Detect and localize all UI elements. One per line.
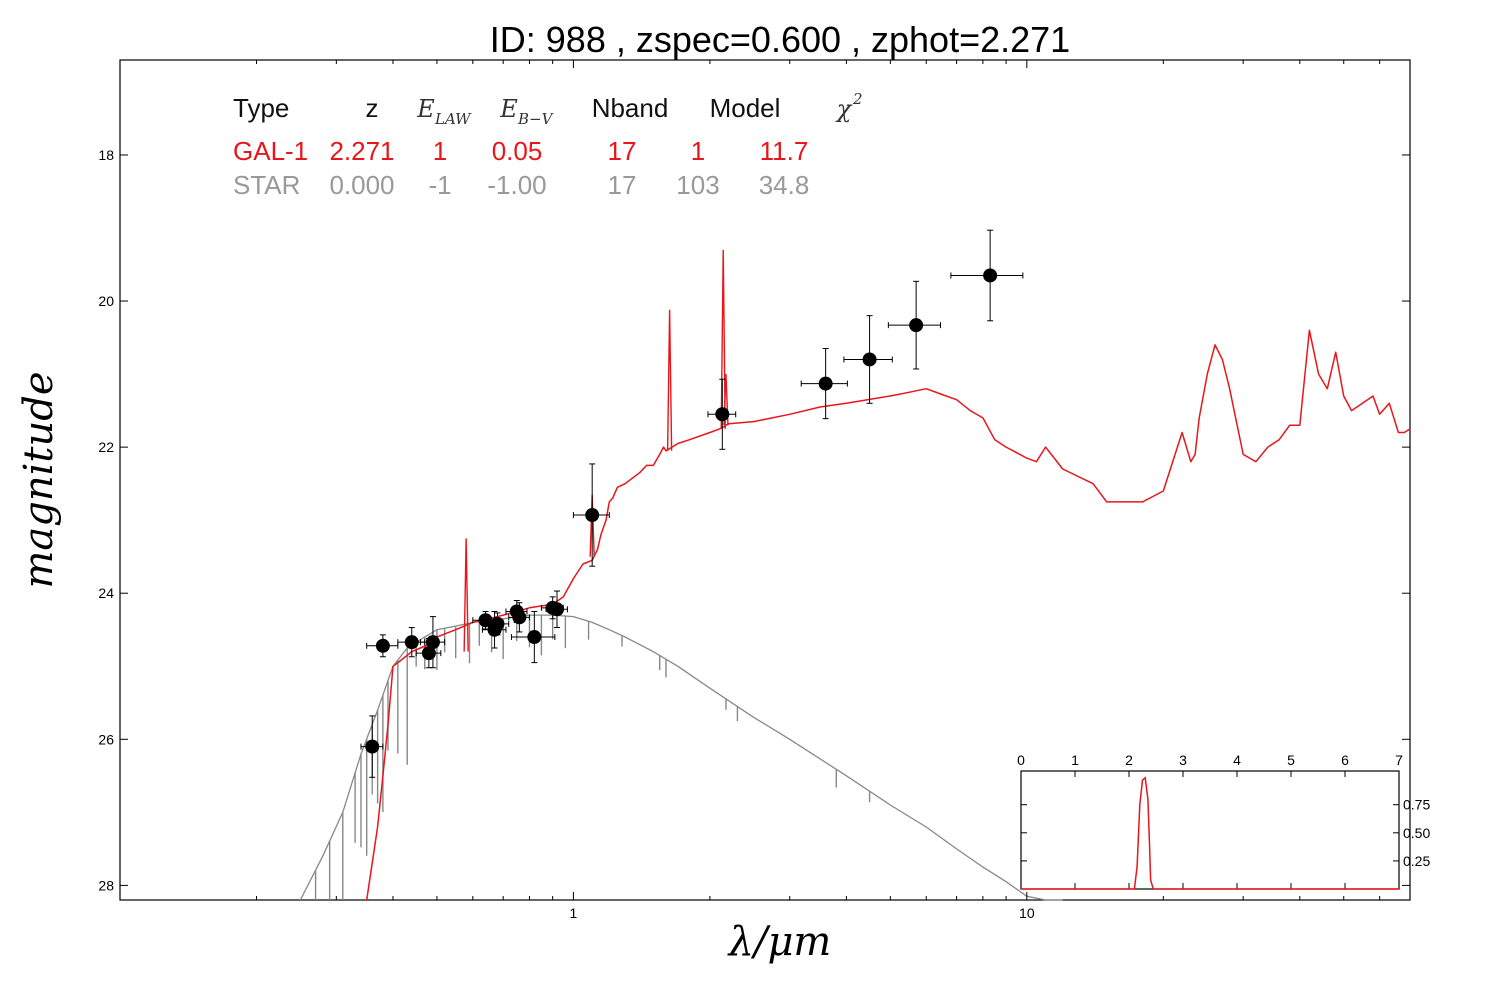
data-point — [572, 463, 610, 567]
data-point-marker — [421, 646, 436, 661]
data-point-marker — [818, 376, 833, 391]
data-point — [360, 715, 384, 778]
data-point — [707, 378, 737, 450]
inset-cover — [1021, 771, 1399, 889]
table-header: z — [366, 93, 379, 123]
y-tick-label: 22 — [98, 439, 114, 455]
table-header-superscript: 2 — [852, 90, 863, 108]
data-point — [420, 616, 446, 669]
inset-pdz-line — [1021, 776, 1399, 890]
data-point-marker — [527, 630, 542, 645]
inset-y-tick-label: 0.75 — [1403, 797, 1430, 813]
table-cell: GAL-1 — [233, 136, 308, 166]
data-point-marker — [365, 739, 380, 754]
y-tick-label: 18 — [98, 147, 114, 163]
galaxy-emission-line — [666, 309, 673, 451]
inset-x-tick-label: 2 — [1125, 752, 1133, 768]
inset-x-tick-label: 4 — [1233, 752, 1241, 768]
table-header: E — [416, 95, 435, 123]
inset-y-tick-label: 0.50 — [1403, 825, 1430, 841]
data-point — [485, 612, 510, 636]
table-header-subscript: LAW — [434, 110, 472, 128]
data-point-marker — [375, 638, 390, 653]
data-point-marker — [549, 602, 564, 617]
data-point-marker — [490, 616, 505, 631]
table-header: Nband — [592, 93, 669, 123]
plot-frame — [119, 59, 1411, 901]
x-tick-label: 10 — [1019, 905, 1035, 921]
table-cell: -1 — [428, 170, 451, 200]
data-point-marker — [425, 635, 440, 650]
data-point-marker — [715, 407, 730, 422]
inset-x-tick-label: 5 — [1287, 752, 1295, 768]
data-point — [950, 229, 1024, 322]
y-tick-label: 28 — [98, 877, 114, 893]
table-header-subscript: B−V — [517, 110, 555, 128]
inset-x-tick-label: 7 — [1395, 752, 1403, 768]
table-cell: -1.00 — [487, 170, 546, 200]
inset-x-tick-label: 1 — [1071, 752, 1079, 768]
table-header: Type — [233, 93, 289, 123]
y-axis-label: magnitude — [16, 371, 62, 588]
galaxy-emission-line — [463, 538, 469, 652]
table-cell: 103 — [676, 170, 719, 200]
star-sed-line — [299, 614, 1063, 901]
data-point — [397, 627, 426, 658]
data-point — [545, 590, 568, 629]
table-cell: 0.000 — [329, 170, 394, 200]
data-point — [887, 280, 941, 370]
table-header: χ — [835, 95, 853, 123]
x-axis-label: λ/μm — [727, 919, 832, 965]
table-cell: 34.8 — [759, 170, 810, 200]
data-point — [843, 315, 893, 404]
inset-x-tick-label: 0 — [1017, 752, 1025, 768]
data-point-marker — [983, 268, 998, 283]
star-layer — [299, 614, 1063, 901]
inset-x-tick-label: 3 — [1179, 752, 1187, 768]
data-point-marker — [404, 635, 419, 650]
table-cell: 17 — [608, 170, 637, 200]
data-point-marker — [909, 318, 924, 333]
data-point — [508, 602, 530, 633]
inset-pdz: 0 1 2 3 4 5 6 7 0.25 0.50 0.75 — [1017, 752, 1430, 890]
table-cell: 0.05 — [492, 136, 543, 166]
table-header: E — [499, 95, 518, 123]
data-point-marker — [862, 352, 877, 367]
data-point-marker — [512, 610, 527, 625]
table-cell: 17 — [608, 136, 637, 166]
table-cell: STAR — [233, 170, 300, 200]
galaxy-emission-line — [720, 249, 726, 429]
table-cell: 1 — [691, 136, 705, 166]
y-tick-label: 26 — [98, 731, 114, 747]
data-point — [800, 348, 848, 420]
inset-y-tick-label: 0.25 — [1403, 853, 1430, 869]
galaxy-sed-line — [365, 329, 1411, 901]
table-cell: 11.7 — [760, 136, 809, 166]
y-tick-label: 20 — [98, 293, 114, 309]
inset-x-tick-label: 6 — [1341, 752, 1349, 768]
table-cell: 2.271 — [329, 136, 394, 166]
data-point — [510, 610, 556, 664]
table-header: Model — [710, 93, 781, 123]
chart-title: ID: 988 , zspec=0.600 , zphot=2.271 — [490, 19, 1070, 60]
x-tick-label: 1 — [570, 905, 578, 921]
points-layer — [360, 229, 1024, 778]
y-tick-label: 24 — [98, 585, 114, 601]
data-point — [366, 634, 399, 658]
table-cell: 1 — [433, 136, 447, 166]
data-point-marker — [585, 508, 600, 523]
